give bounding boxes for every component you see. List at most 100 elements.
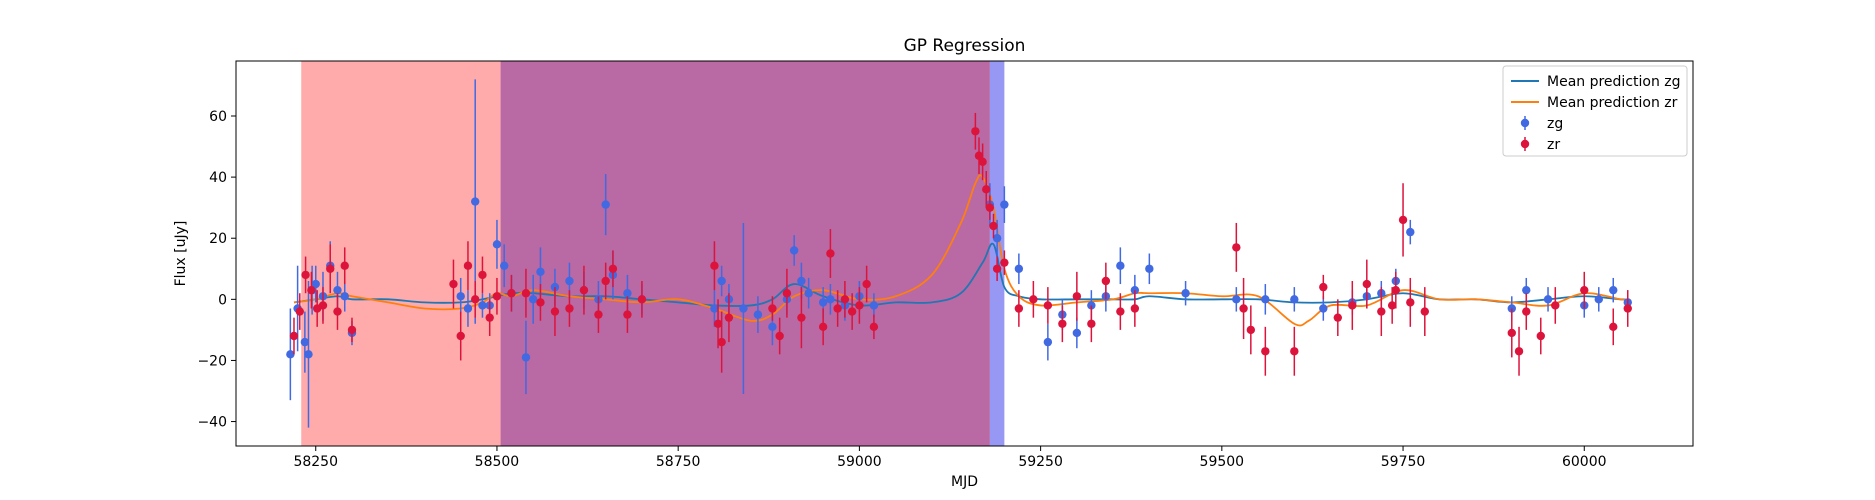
zg-point (1072, 328, 1082, 338)
legend-marker-swatch (1520, 118, 1530, 128)
zr-point (1014, 304, 1024, 313)
zg-point (536, 267, 545, 277)
y-tick-label: 40 (209, 170, 227, 186)
zg-point (753, 310, 763, 319)
zg-point (340, 292, 349, 301)
zg-point (1609, 285, 1618, 295)
zr-point (971, 127, 980, 136)
zg-point (333, 285, 342, 295)
zr-point (1609, 322, 1618, 332)
zr-point (1058, 319, 1067, 328)
zr-point (1029, 295, 1038, 304)
zr-point (1087, 319, 1096, 328)
zr-point (623, 310, 632, 319)
zr-point (724, 313, 734, 322)
y-tick-label: 60 (209, 109, 227, 125)
zr-point (550, 307, 560, 316)
zr-point (989, 221, 998, 231)
legend-marker-swatch (1520, 139, 1530, 149)
zr-point (347, 325, 357, 335)
zr-point (565, 304, 574, 313)
x-tick-label: 59500 (1200, 454, 1245, 470)
zr-point (833, 304, 842, 313)
zr-point (521, 289, 531, 298)
zg-point (826, 295, 835, 304)
zr-point (768, 304, 777, 313)
zg-point (500, 261, 509, 270)
zr-point (326, 264, 335, 273)
zr-point (471, 295, 480, 304)
zr-point (1239, 304, 1248, 313)
observation-points (286, 79, 1632, 428)
zr-point (492, 292, 502, 301)
zr-point (1580, 285, 1589, 295)
zg-point (768, 322, 777, 332)
zr-point (289, 331, 299, 341)
shaded-region-1 (301, 61, 501, 446)
chart-title: GP Regression (904, 36, 1026, 56)
zr-point (982, 185, 991, 194)
legend-label: zr (1547, 137, 1560, 153)
zr-point (1072, 292, 1082, 301)
y-axis-ticks: −40 −20 0 20 40 60 (197, 109, 236, 431)
zr-point (992, 264, 1002, 273)
plot-frame (235, 60, 1694, 447)
zg-point (456, 292, 465, 301)
x-tick-label: 58750 (656, 454, 701, 470)
zr-point (985, 203, 995, 212)
zr-point (1522, 307, 1531, 316)
zg-point (992, 234, 1002, 243)
zr-point (307, 285, 316, 295)
zg-point (463, 304, 473, 313)
zg-point (1319, 304, 1328, 313)
zr-point (717, 337, 726, 347)
zg-point (521, 353, 531, 362)
zr-point (1391, 285, 1401, 295)
legend-label: Mean prediction zr (1547, 95, 1678, 111)
zg-point (565, 276, 574, 286)
zr-point (507, 289, 516, 298)
zg-point (286, 350, 295, 359)
zg-point (1000, 200, 1009, 209)
zg-point (1290, 295, 1299, 304)
zr-point (1507, 328, 1516, 338)
x-tick-label: 59250 (1018, 454, 1063, 470)
zg-point (1014, 264, 1024, 273)
zg-point (1130, 285, 1140, 295)
zr-point (478, 270, 487, 280)
x-tick-label: 58500 (475, 454, 520, 470)
zg-point (1181, 289, 1190, 298)
zr-point (713, 319, 723, 328)
zr-point (847, 307, 857, 316)
zg-point (478, 301, 487, 310)
zg-point (601, 200, 610, 209)
zr-point (1514, 347, 1524, 356)
zr-point (1101, 276, 1111, 286)
zr-point (1333, 313, 1343, 322)
zr-point (579, 285, 589, 295)
zr-point (608, 264, 618, 273)
x-axis-label: MJD (951, 474, 978, 490)
zr-point (485, 313, 494, 322)
x-tick-label: 59750 (1381, 454, 1426, 470)
zg-point (818, 298, 828, 307)
zr-point (456, 331, 465, 341)
y-tick-label: −40 (197, 415, 227, 431)
zg-point (1043, 337, 1053, 347)
x-axis-ticks: 58250 58500 58750 59000 59250 59500 59750 60000 (293, 446, 1607, 470)
zg-point (311, 279, 320, 289)
y-tick-label: −20 (197, 353, 227, 369)
zr-point (775, 331, 784, 341)
zg-point (1116, 261, 1125, 270)
zr-point (601, 276, 610, 286)
zr-point (1398, 215, 1408, 225)
zg-point (304, 350, 313, 359)
legend-label: Mean prediction zg (1547, 74, 1681, 90)
x-tick-label: 58250 (293, 454, 338, 470)
zg-point (1261, 295, 1270, 304)
zr-point (710, 261, 719, 270)
zg-point (710, 304, 719, 313)
zr-point (974, 151, 984, 160)
